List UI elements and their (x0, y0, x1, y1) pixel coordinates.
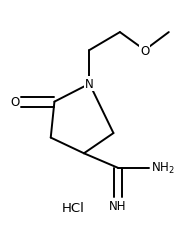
Text: HCl: HCl (61, 201, 84, 214)
Text: NH: NH (109, 199, 127, 212)
Text: O: O (10, 96, 19, 109)
Text: N: N (85, 78, 94, 91)
Text: O: O (140, 44, 149, 57)
Text: NH$_2$: NH$_2$ (151, 161, 175, 176)
